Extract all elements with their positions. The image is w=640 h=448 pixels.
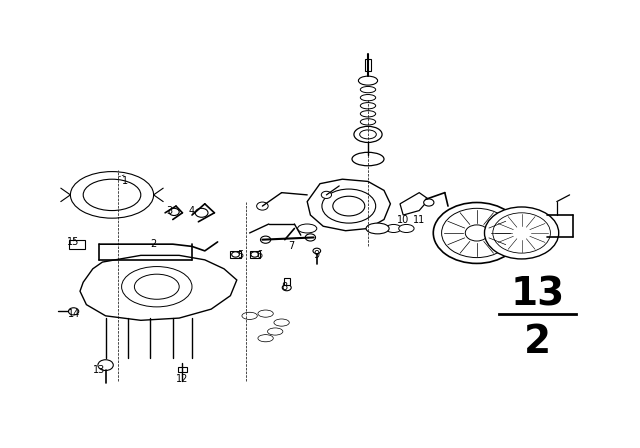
Ellipse shape: [399, 224, 414, 233]
Polygon shape: [307, 179, 390, 231]
Circle shape: [271, 328, 280, 335]
Ellipse shape: [242, 312, 257, 319]
Circle shape: [245, 313, 254, 319]
Bar: [230, 251, 241, 258]
Text: 13: 13: [511, 276, 564, 314]
Text: 3: 3: [166, 206, 173, 215]
Ellipse shape: [358, 76, 378, 85]
Text: 15: 15: [67, 237, 80, 247]
Text: 5: 5: [237, 250, 243, 260]
Ellipse shape: [366, 223, 389, 234]
Text: 10: 10: [397, 215, 410, 224]
Circle shape: [433, 202, 520, 263]
Ellipse shape: [258, 335, 273, 342]
Text: 7: 7: [288, 241, 294, 251]
Text: 1: 1: [122, 177, 128, 186]
Ellipse shape: [298, 224, 317, 233]
Ellipse shape: [352, 152, 384, 166]
Circle shape: [282, 284, 291, 291]
Text: 9: 9: [314, 250, 320, 260]
Circle shape: [260, 236, 271, 243]
Text: 11: 11: [413, 215, 426, 224]
Bar: [177, 367, 187, 372]
Circle shape: [261, 310, 270, 317]
Bar: [250, 251, 260, 258]
Ellipse shape: [70, 172, 154, 218]
Ellipse shape: [122, 267, 192, 307]
Ellipse shape: [360, 111, 376, 117]
Circle shape: [98, 360, 113, 370]
Bar: [69, 240, 85, 249]
Bar: [284, 278, 290, 285]
Circle shape: [313, 248, 321, 254]
Ellipse shape: [360, 86, 376, 93]
Text: 4: 4: [189, 206, 195, 215]
Text: 14: 14: [67, 309, 80, 319]
Circle shape: [257, 202, 268, 210]
Ellipse shape: [360, 119, 376, 125]
Circle shape: [68, 308, 79, 315]
Circle shape: [169, 208, 179, 215]
Text: 6: 6: [256, 250, 262, 260]
Ellipse shape: [274, 319, 289, 326]
Ellipse shape: [258, 310, 273, 317]
Ellipse shape: [268, 328, 283, 335]
Polygon shape: [400, 193, 429, 215]
Circle shape: [261, 335, 270, 341]
Circle shape: [277, 319, 286, 326]
Circle shape: [195, 208, 208, 217]
Bar: [365, 60, 371, 71]
Circle shape: [305, 234, 316, 241]
Circle shape: [251, 252, 259, 257]
Circle shape: [465, 225, 488, 241]
Text: 13: 13: [93, 365, 106, 375]
Ellipse shape: [83, 179, 141, 211]
Circle shape: [232, 252, 239, 257]
Text: 2: 2: [150, 239, 157, 249]
Circle shape: [321, 191, 332, 198]
Ellipse shape: [386, 224, 401, 233]
Text: 8: 8: [282, 282, 288, 292]
Polygon shape: [80, 255, 237, 320]
Ellipse shape: [322, 189, 376, 223]
Text: 2: 2: [524, 323, 551, 361]
Circle shape: [424, 199, 434, 206]
Circle shape: [484, 207, 559, 259]
Ellipse shape: [360, 130, 376, 139]
Ellipse shape: [333, 196, 365, 216]
Circle shape: [442, 208, 512, 258]
Ellipse shape: [360, 95, 376, 101]
Ellipse shape: [134, 274, 179, 299]
Text: 12: 12: [176, 374, 189, 383]
Ellipse shape: [360, 103, 376, 109]
Ellipse shape: [354, 126, 382, 142]
Circle shape: [493, 213, 550, 253]
